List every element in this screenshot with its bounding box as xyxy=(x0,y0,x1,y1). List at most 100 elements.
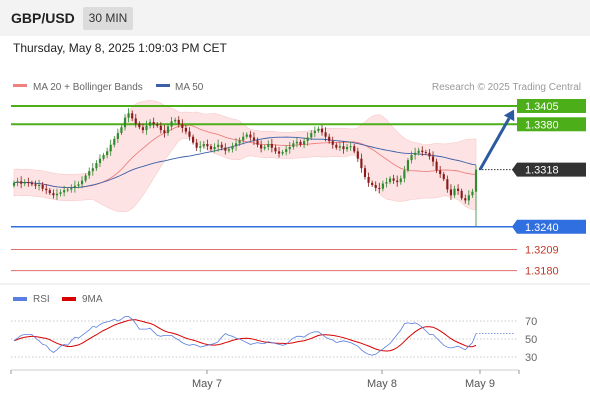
candle-body xyxy=(338,146,341,148)
candle-body xyxy=(134,118,137,124)
x-tick-label: May 7 xyxy=(192,378,222,390)
candle-body xyxy=(220,144,223,148)
legend-label-rsi: RSI xyxy=(33,294,50,305)
rsi-level-label: 50 xyxy=(525,334,537,346)
price-labels-layer: 1.3405 1.3380 1.3318 1.3240 1.3209 1.3180 xyxy=(512,98,586,278)
candle-body xyxy=(109,144,112,152)
candle-body xyxy=(217,144,220,147)
candle-body xyxy=(70,187,73,190)
candle-body xyxy=(317,128,320,131)
candle-body xyxy=(306,137,309,142)
support-label-box xyxy=(512,219,586,234)
datetime-label: Thursday, May 8, 2025 1:09:03 PM CET xyxy=(13,41,227,55)
candle-body xyxy=(141,127,145,131)
candle-body xyxy=(23,182,26,184)
candle-body xyxy=(471,191,474,196)
candle-body xyxy=(66,189,69,191)
candle-body xyxy=(374,185,377,188)
candle-body xyxy=(138,123,141,128)
candle-body xyxy=(245,134,248,137)
candle-body xyxy=(27,182,30,184)
candle-body xyxy=(59,192,62,194)
candle-body xyxy=(63,190,66,193)
candle-body xyxy=(231,146,234,150)
candle-body xyxy=(442,174,445,180)
candle-body xyxy=(449,189,453,196)
candle-body xyxy=(80,180,84,185)
candle-body xyxy=(288,146,291,150)
legend-swatch-ma20 xyxy=(13,84,27,87)
top-bar: GBP/USD 30 MIN xyxy=(0,0,590,36)
candle-body xyxy=(424,152,427,154)
candle-body xyxy=(156,124,159,126)
candle-body xyxy=(88,171,91,176)
candle-body xyxy=(324,132,327,137)
candle-body xyxy=(260,144,263,149)
support-label: 1.3240 xyxy=(525,222,559,234)
candle-body xyxy=(77,184,80,186)
candle-body xyxy=(127,113,130,118)
candle-body xyxy=(106,151,109,156)
candle-body xyxy=(457,188,460,191)
x-tick-label: May 9 xyxy=(465,378,495,390)
last-price-label-box xyxy=(512,162,586,177)
candle-body xyxy=(378,187,381,189)
candle-body xyxy=(16,181,19,183)
candle-body xyxy=(45,188,48,191)
candle-body xyxy=(181,124,184,128)
candle-body xyxy=(120,127,123,134)
candle-body xyxy=(385,182,388,184)
candle-body xyxy=(177,119,180,125)
candle-body xyxy=(353,146,356,152)
candle-body xyxy=(349,146,352,148)
candle-body xyxy=(328,136,331,142)
candle-body xyxy=(166,126,170,134)
candle-body xyxy=(399,178,402,183)
rsi-layer: 70 50 30 xyxy=(11,316,537,364)
candle-body xyxy=(199,146,202,148)
candle-body xyxy=(299,141,302,145)
candle-body xyxy=(91,168,94,172)
candle-body xyxy=(381,183,384,189)
candle-body xyxy=(464,198,467,201)
timeframe-button[interactable]: 30 MIN xyxy=(83,7,133,30)
target-label: 1.3180 xyxy=(525,266,559,278)
candle-body xyxy=(439,170,442,175)
candle-body xyxy=(145,125,148,131)
candle-body xyxy=(131,113,134,119)
candle-body xyxy=(73,185,76,188)
forecast-arrow-layer xyxy=(478,109,515,171)
candle-body xyxy=(406,160,410,171)
candle-body xyxy=(410,155,413,161)
candle-body xyxy=(335,144,338,148)
rsi-legend: RSI 9MA xyxy=(13,294,103,305)
candle-body xyxy=(195,142,198,148)
candle-body xyxy=(209,146,213,150)
candle-body xyxy=(435,161,438,171)
candle-body xyxy=(170,121,173,127)
candle-body xyxy=(159,125,162,131)
candle-body xyxy=(431,156,435,162)
forecast-arrow-head xyxy=(503,109,515,122)
candle-body xyxy=(55,193,59,196)
candle-body xyxy=(295,141,299,144)
x-tick-label: May 8 xyxy=(367,378,397,390)
candle-body xyxy=(363,168,367,177)
resistance-label-box xyxy=(517,117,586,132)
rsi-ma-line xyxy=(13,319,477,352)
candle-body xyxy=(52,193,55,196)
moving-average-layer xyxy=(13,124,477,189)
legend-swatch-rsi-ma xyxy=(62,297,76,301)
candle-body xyxy=(414,152,417,156)
candle-body xyxy=(467,195,470,201)
candle-body xyxy=(188,131,191,137)
candle-body xyxy=(396,180,399,183)
candle-body xyxy=(256,140,259,145)
rsi-level-label: 30 xyxy=(525,352,537,364)
candle-body xyxy=(313,130,316,134)
candle-body xyxy=(95,163,98,169)
resistance-label: 1.3405 xyxy=(525,101,559,113)
candle-body xyxy=(453,188,456,196)
candle-body xyxy=(202,144,205,147)
